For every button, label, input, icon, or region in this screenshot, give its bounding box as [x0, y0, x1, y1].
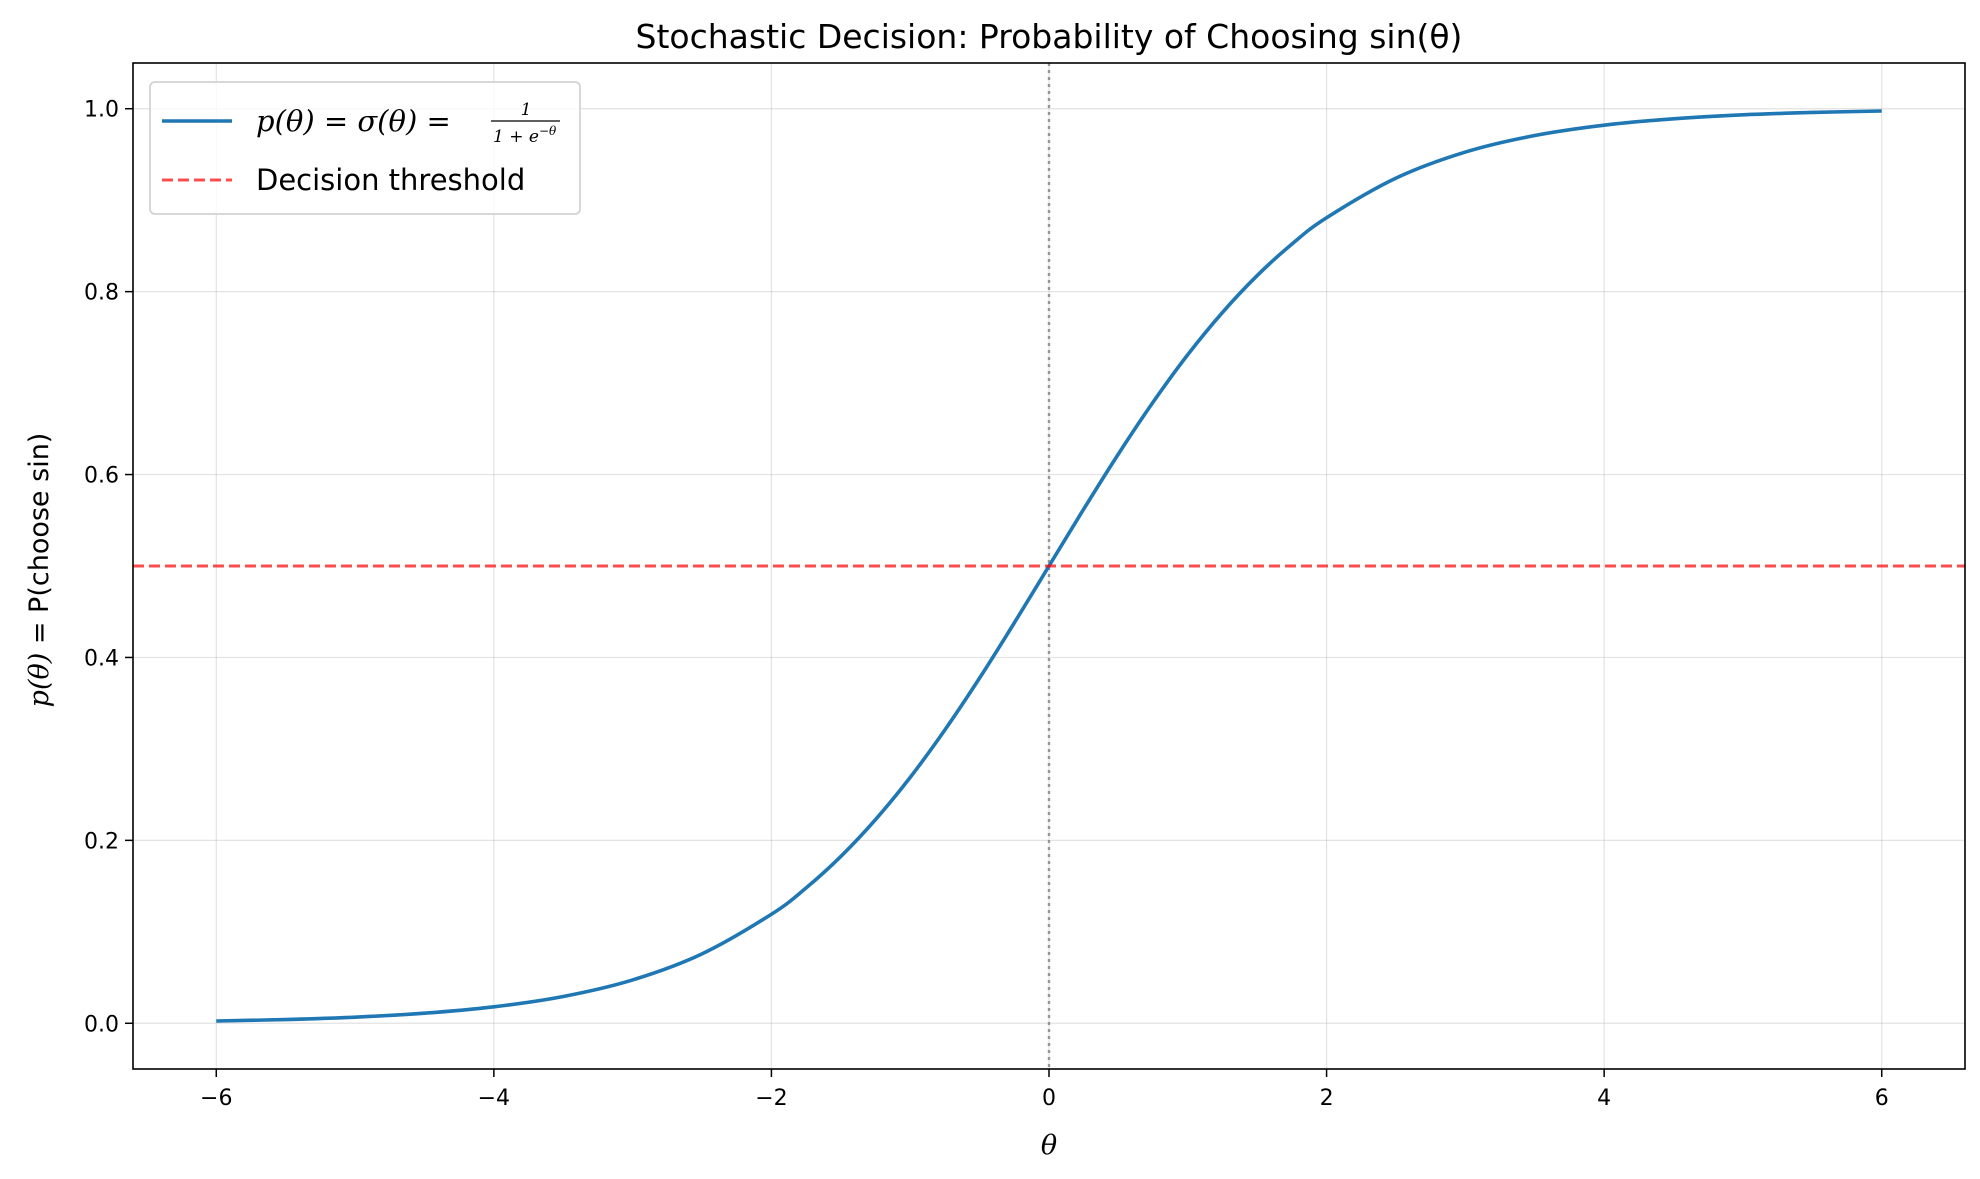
y-tick-label: 0.2: [84, 829, 119, 854]
y-tick-label: 0.0: [84, 1012, 119, 1037]
x-ticks: −6 −4 −2 0 2 4 6: [200, 1069, 1889, 1111]
x-axis-label: θ: [1041, 1130, 1057, 1161]
x-tick-label: 4: [1597, 1086, 1611, 1111]
y-tick-label: 0.8: [84, 281, 119, 306]
legend-sigmoid-numerator: 1: [521, 100, 532, 120]
y-axis-label: p(θ) = P(choose sin): [24, 433, 55, 708]
y-tick-label: 0.6: [84, 464, 119, 489]
y-ticks: 0.0 0.2 0.4 0.6 0.8 1.0: [84, 98, 133, 1037]
legend-sigmoid-den-exp: −θ: [539, 124, 557, 138]
legend-label-threshold: Decision threshold: [256, 163, 525, 197]
legend-sigmoid-denominator: 1 + e−θ: [493, 124, 557, 147]
legend-label-sigmoid: p(θ) = σ(θ) =: [256, 104, 451, 138]
legend-box: [149, 81, 581, 215]
x-tick-label: 0: [1042, 1086, 1056, 1111]
x-tick-label: 2: [1320, 1086, 1334, 1111]
y-axis-label-math: p(θ): [24, 653, 55, 708]
x-tick-label: 6: [1875, 1086, 1889, 1111]
y-axis-label-text: = P(choose sin): [24, 433, 55, 653]
legend-sigmoid-lhs: p(θ) = σ(θ) =: [256, 104, 451, 138]
legend: p(θ) = σ(θ) = 1 1 + e−θ Decision thresho…: [149, 81, 581, 215]
chart-title: Stochastic Decision: Probability of Choo…: [636, 17, 1463, 56]
x-tick-label: −6: [200, 1086, 232, 1111]
x-tick-label: −2: [755, 1086, 787, 1111]
x-tick-label: −4: [478, 1086, 510, 1111]
y-tick-label: 0.4: [84, 646, 119, 671]
legend-sigmoid-den-base: 1 + e: [493, 127, 539, 147]
series: [133, 109, 1965, 1023]
y-tick-label: 1.0: [84, 98, 119, 123]
